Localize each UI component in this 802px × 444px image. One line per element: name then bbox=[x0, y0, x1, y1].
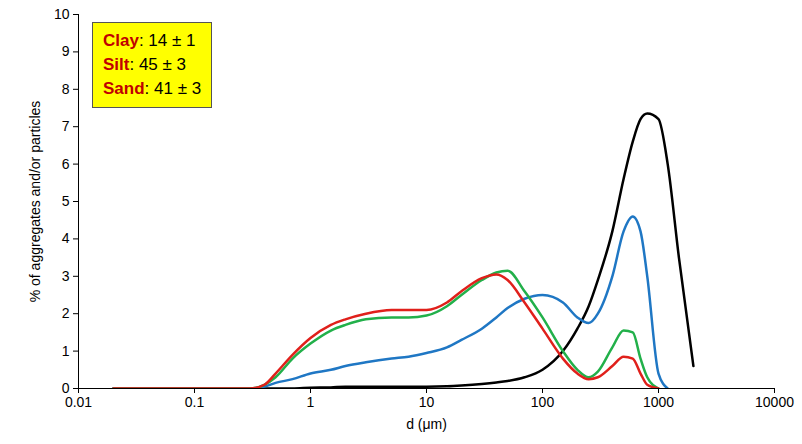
svg-text:1: 1 bbox=[307, 394, 315, 410]
svg-text:1: 1 bbox=[62, 343, 70, 359]
svg-text:1000: 1000 bbox=[643, 394, 674, 410]
svg-text:0.01: 0.01 bbox=[65, 394, 92, 410]
html-text:Clay: 14 ± 1: Clay: 14 ± 1 bbox=[103, 31, 196, 50]
svg-text:100: 100 bbox=[531, 394, 555, 410]
svg-text:9: 9 bbox=[62, 43, 70, 59]
svg-text:7: 7 bbox=[62, 118, 70, 134]
svg-text:0.1: 0.1 bbox=[185, 394, 205, 410]
html-text:Silt: 45 ± 3: Silt: 45 ± 3 bbox=[103, 55, 186, 74]
svg-text:2: 2 bbox=[62, 305, 70, 321]
svg-text:d (μm): d (μm) bbox=[406, 416, 447, 432]
svg-text:4: 4 bbox=[62, 230, 70, 246]
svg-text:% of aggregates and/or particl: % of aggregates and/or particles bbox=[27, 101, 43, 303]
svg-text:10000: 10000 bbox=[755, 394, 794, 410]
html-text:Sand: 41 ± 3: Sand: 41 ± 3 bbox=[103, 79, 202, 98]
svg-text:0: 0 bbox=[61, 380, 70, 396]
svg-text:10: 10 bbox=[419, 394, 435, 410]
svg-text:5: 5 bbox=[62, 193, 70, 209]
svg-text:10: 10 bbox=[54, 6, 70, 22]
svg-text:8: 8 bbox=[62, 81, 70, 97]
svg-text:3: 3 bbox=[62, 268, 70, 284]
svg-text:6: 6 bbox=[62, 156, 70, 172]
